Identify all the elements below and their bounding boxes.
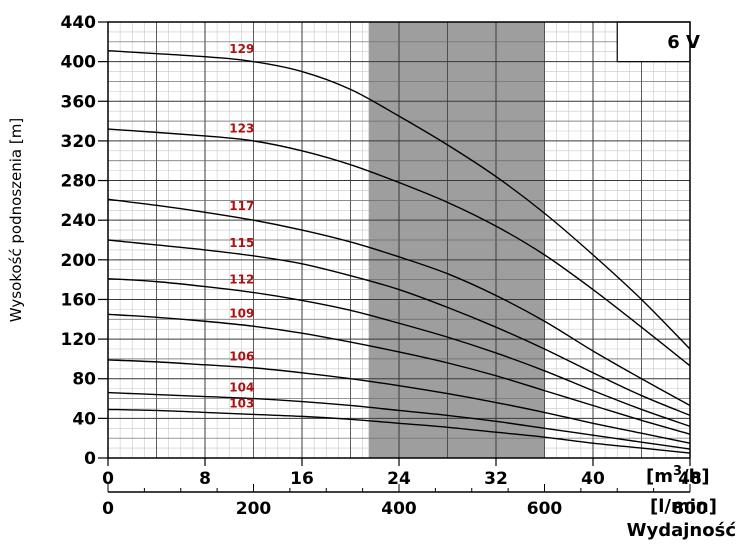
x-axis-unit-secondary: [l/min] bbox=[650, 496, 717, 517]
pump-curves bbox=[107, 50, 691, 454]
y-axis-label: Wysokość podnoszenia [m] bbox=[7, 118, 25, 322]
x-tick-label: 40 bbox=[581, 469, 605, 489]
major-grid bbox=[107, 21, 691, 459]
x2-tick-label: 800 bbox=[672, 499, 708, 519]
curve-label-112: 112 bbox=[229, 273, 254, 287]
curve-117 bbox=[107, 198, 691, 407]
curve-label-115: 115 bbox=[229, 236, 254, 250]
x-axis-label: Wydajność bbox=[627, 520, 737, 541]
y-axis-ticks: 0 40 80 120 160 200 240 280 320 360 400 440 bbox=[61, 13, 108, 469]
y-tick-label: 160 bbox=[61, 290, 97, 310]
x2-tick-label: 600 bbox=[527, 499, 563, 519]
curve-label-106: 106 bbox=[229, 349, 254, 363]
curve-label-129: 129 bbox=[229, 42, 254, 56]
curve-115 bbox=[107, 239, 691, 417]
y-tick-label: 40 bbox=[72, 409, 96, 429]
curve-109 bbox=[107, 313, 691, 435]
x-tick-label: 16 bbox=[290, 469, 314, 489]
x-tick-label: 32 bbox=[484, 469, 508, 489]
x-axis-unit-primary: [m3/h] bbox=[646, 464, 710, 488]
y-tick-label: 400 bbox=[61, 53, 97, 73]
curve-label-123: 123 bbox=[229, 121, 254, 135]
x2-tick-label: 200 bbox=[236, 499, 272, 519]
curve-106 bbox=[107, 359, 691, 444]
curve-label-109: 109 bbox=[229, 307, 254, 321]
curve-103 bbox=[107, 408, 691, 454]
curve-112 bbox=[107, 277, 691, 427]
model-badge: 6 V bbox=[616, 21, 700, 63]
y-tick-label: 0 bbox=[84, 449, 96, 469]
x2-tick-label: 0 bbox=[102, 499, 114, 519]
y-tick-label: 280 bbox=[61, 172, 97, 192]
y-tick-label: 200 bbox=[61, 251, 97, 271]
x-tick-label: 8 bbox=[199, 469, 211, 489]
x-tick-label: 48 bbox=[678, 469, 702, 489]
y-tick-label: 120 bbox=[61, 330, 97, 350]
curve-label-117: 117 bbox=[229, 199, 254, 213]
model-badge-text: 6 V bbox=[667, 32, 700, 53]
x-tick-label: 24 bbox=[387, 469, 411, 489]
curve-label-104: 104 bbox=[229, 381, 254, 395]
secondary-x-axis: 0 200 400 600 800 bbox=[102, 484, 708, 519]
y-tick-label: 360 bbox=[61, 92, 97, 112]
x-axis-ticks: 0 8 16 24 32 40 48 bbox=[102, 458, 702, 489]
curve-label-103: 103 bbox=[229, 396, 254, 410]
curve-123 bbox=[107, 128, 691, 367]
curve-129 bbox=[107, 50, 691, 350]
x-tick-label: 0 bbox=[102, 469, 114, 489]
y-tick-label: 240 bbox=[61, 211, 97, 231]
y-tick-label: 80 bbox=[72, 370, 96, 390]
x2-tick-label: 400 bbox=[381, 499, 417, 519]
y-tick-label: 440 bbox=[61, 13, 97, 33]
y-tick-label: 320 bbox=[61, 132, 97, 152]
curve-104 bbox=[107, 391, 691, 450]
